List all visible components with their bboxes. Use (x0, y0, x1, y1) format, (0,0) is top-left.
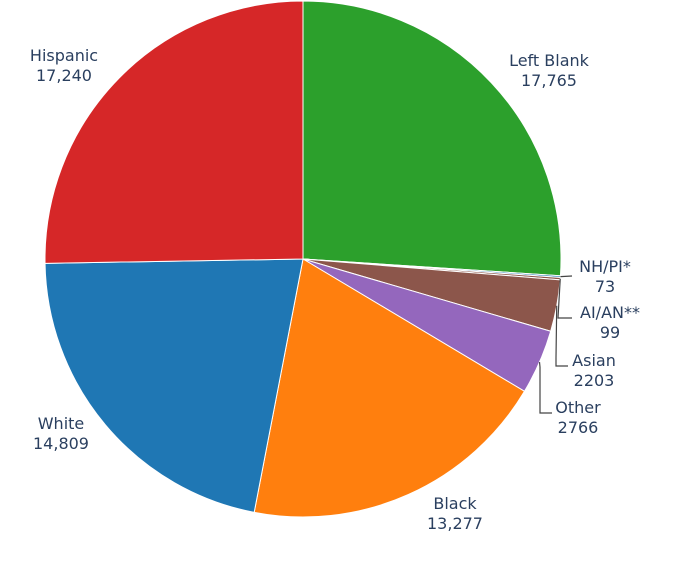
pie-slice-hispanic (44, 0, 304, 264)
pie-slices (44, 0, 562, 518)
leader-line-nh-pi (560, 275, 573, 278)
slice-label-asian: Asian 2203 (572, 351, 616, 390)
pie-slice-white (44, 258, 304, 513)
slice-label-value: 13,277 (427, 514, 483, 533)
pie-slice-left-blank (302, 0, 562, 277)
slice-label-name: AI/AN** (580, 303, 640, 322)
slice-label-other: Other 2766 (555, 398, 601, 437)
leader-lines (538, 275, 573, 414)
pie-slice-black (253, 258, 526, 518)
slice-labels: Left Blank 17,765 NH/PI* 73 AI/AN** 99 Asian 22… (30, 46, 640, 533)
slice-label-name: Black (433, 494, 477, 513)
slice-label-hispanic: Hispanic 17,240 (30, 46, 98, 85)
leader-line-asian (555, 305, 568, 367)
slice-label-white: White 14,809 (33, 414, 89, 453)
slice-label-value: 73 (595, 277, 615, 296)
slice-label-value: 2766 (558, 418, 599, 437)
slice-label-ai-an: AI/AN** 99 (580, 303, 640, 342)
slice-label-name: Other (555, 398, 601, 417)
leader-line-ai-an (557, 278, 572, 319)
slice-label-name: Left Blank (509, 51, 590, 70)
slice-label-value: 14,809 (33, 434, 89, 453)
leader-line-other (538, 362, 552, 414)
slice-label-name: NH/PI* (579, 257, 631, 276)
slice-label-value: 17,240 (36, 66, 92, 85)
slice-label-name: Hispanic (30, 46, 98, 65)
slice-label-name: White (38, 414, 85, 433)
slice-label-value: 99 (600, 323, 620, 342)
slice-label-name: Asian (572, 351, 616, 370)
slice-label-value: 2203 (574, 371, 615, 390)
slice-label-left-blank: Left Blank 17,765 (509, 51, 590, 90)
slice-label-nh-pi: NH/PI* 73 (579, 257, 631, 296)
slice-label-black: Black 13,277 (427, 494, 483, 533)
slice-label-value: 17,765 (521, 71, 577, 90)
